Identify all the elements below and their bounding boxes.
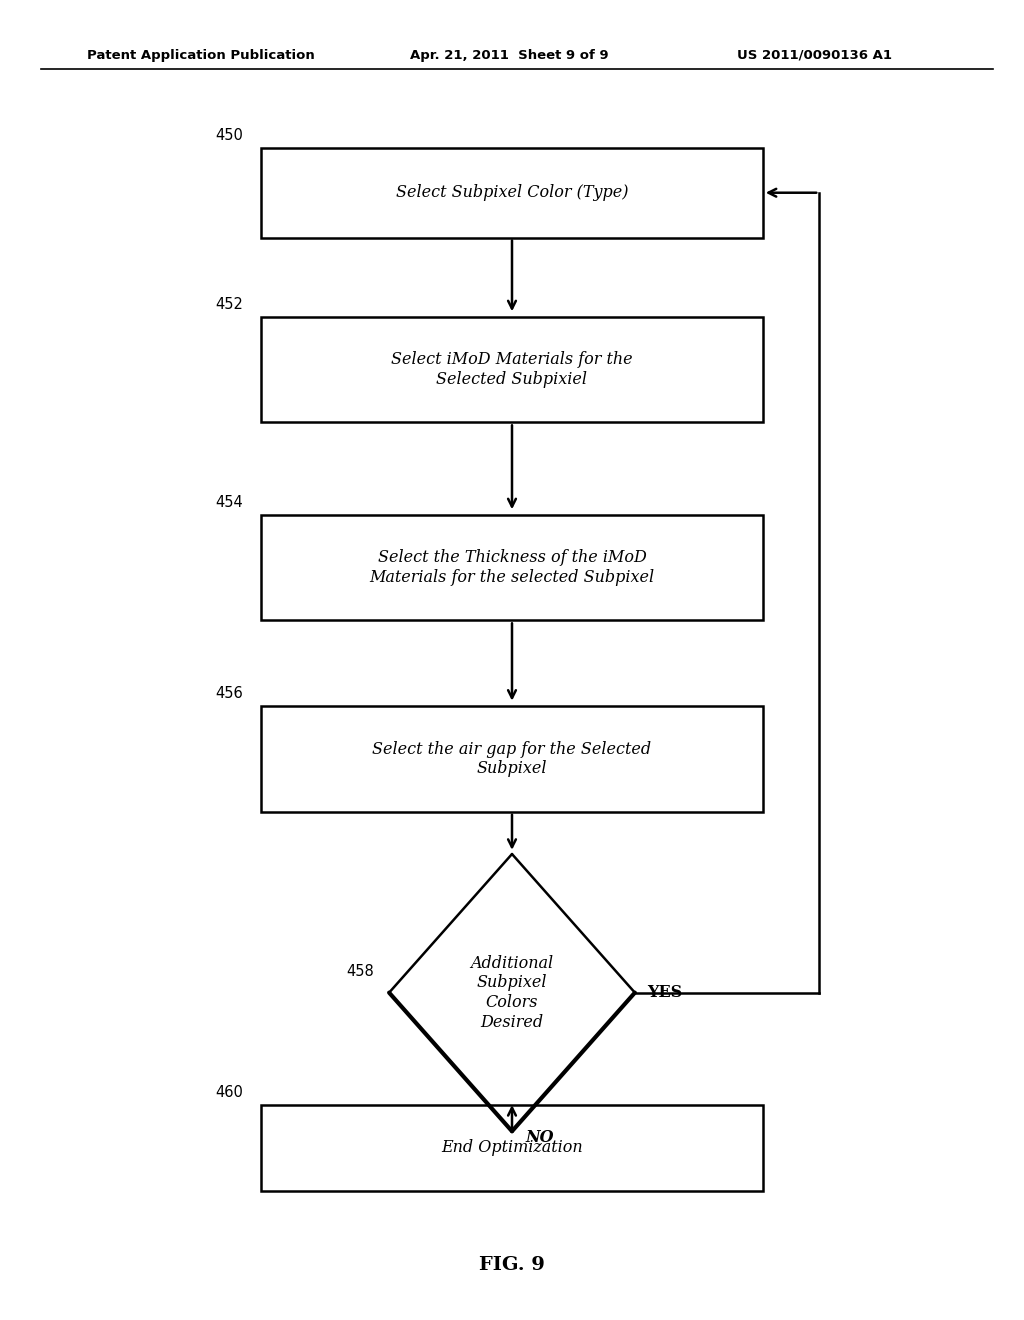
Text: 460: 460 <box>215 1085 243 1100</box>
Text: FIG. 9: FIG. 9 <box>479 1255 545 1274</box>
Text: Select iMoD Materials for the
Selected Subpixiel: Select iMoD Materials for the Selected S… <box>391 351 633 388</box>
Text: Patent Application Publication: Patent Application Publication <box>87 49 314 62</box>
FancyBboxPatch shape <box>261 317 763 422</box>
Text: End Optimization: End Optimization <box>441 1139 583 1156</box>
FancyBboxPatch shape <box>261 148 763 238</box>
Text: Select Subpixel Color (Type): Select Subpixel Color (Type) <box>395 185 629 201</box>
Text: US 2011/0090136 A1: US 2011/0090136 A1 <box>737 49 892 62</box>
Text: 454: 454 <box>215 495 243 510</box>
Text: Select the Thickness of the iMoD
Materials for the selected Subpixel: Select the Thickness of the iMoD Materia… <box>370 549 654 586</box>
FancyBboxPatch shape <box>261 706 763 812</box>
Text: YES: YES <box>647 985 682 1001</box>
Text: 458: 458 <box>346 965 374 979</box>
Text: Apr. 21, 2011  Sheet 9 of 9: Apr. 21, 2011 Sheet 9 of 9 <box>410 49 608 62</box>
Text: NO: NO <box>525 1129 554 1146</box>
FancyBboxPatch shape <box>261 515 763 620</box>
Text: Additional
Subpixel
Colors
Desired: Additional Subpixel Colors Desired <box>470 954 554 1031</box>
FancyBboxPatch shape <box>261 1105 763 1191</box>
Text: 452: 452 <box>215 297 243 312</box>
Text: Select the air gap for the Selected
Subpixel: Select the air gap for the Selected Subp… <box>373 741 651 777</box>
Text: 456: 456 <box>215 686 243 701</box>
Text: 450: 450 <box>215 128 243 143</box>
